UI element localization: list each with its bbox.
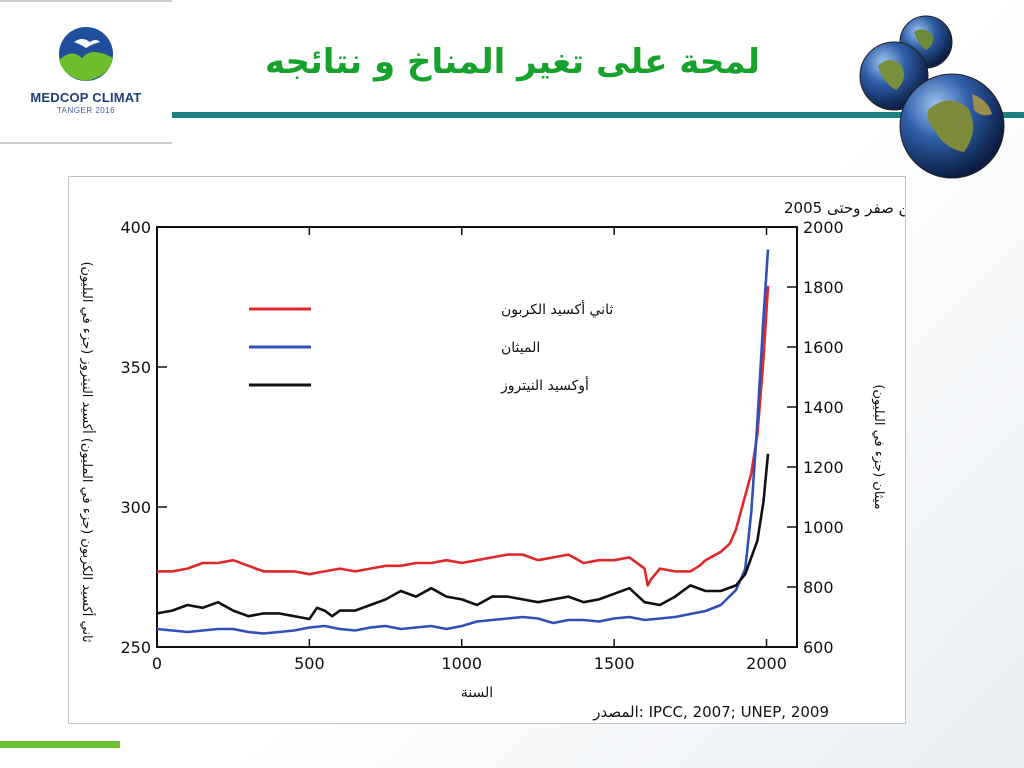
y-axis-left-label: ثاني أكسيد الكربون (جزء في المليون) أكسي… bbox=[79, 261, 96, 642]
y-left-tick-label: 300 bbox=[120, 498, 151, 517]
y-right-tick-label: 1400 bbox=[803, 398, 844, 417]
y-axis-right-label: ميثان (جزء في البليون) bbox=[871, 384, 886, 509]
y-right-tick-label: 1800 bbox=[803, 278, 844, 297]
legend-label: الميثان bbox=[501, 340, 540, 356]
logo-name: MEDCOP CLIMAT bbox=[30, 90, 142, 105]
axis-ticks: 0 500 1000 1500 2000 250 300 350 400 600 800 1000 12… bbox=[120, 218, 843, 673]
y-left-tick-label: 250 bbox=[120, 638, 151, 657]
logo-subtitle: TANGER 2016 bbox=[56, 106, 116, 115]
title-rule bbox=[172, 112, 1024, 118]
y-right-tick-label: 1200 bbox=[803, 458, 844, 477]
series-line-2 bbox=[156, 453, 770, 621]
x-tick-label: 1500 bbox=[594, 654, 635, 673]
x-tick-label: 0 bbox=[152, 654, 162, 673]
y-right-tick-label: 1600 bbox=[803, 338, 844, 357]
x-axis-label: السنة bbox=[461, 685, 493, 701]
y-right-tick-label: 800 bbox=[803, 578, 834, 597]
medcop-logo-icon bbox=[59, 27, 113, 81]
y-right-tick-label: 2000 bbox=[803, 218, 844, 237]
legend: ثاني أكسيد الكربون الميثان أوكسيد النيتروز bbox=[249, 300, 613, 394]
source-note: المصدر: IPCC, 2007; UNEP, 2009 bbox=[592, 703, 829, 721]
x-tick-label: 1000 bbox=[441, 654, 482, 673]
globes-decoration bbox=[859, 15, 1005, 179]
series-lines bbox=[156, 249, 770, 635]
logo: MEDCOP CLIMAT TANGER 2016 bbox=[0, 0, 172, 144]
chart-frame: 0 500 1000 1500 2000 250 300 350 400 600 800 1000 12… bbox=[68, 176, 906, 724]
legend-label: ثاني أكسيد الكربون bbox=[501, 300, 613, 318]
series-line-0 bbox=[157, 285, 770, 587]
slide-title: لمحة على تغير المناخ و نتائجه bbox=[264, 42, 760, 82]
ghg-concentration-chart: 0 500 1000 1500 2000 250 300 350 400 600 800 1000 12… bbox=[79, 199, 905, 721]
y-right-tick-label: 600 bbox=[803, 638, 834, 657]
legend-label: أوكسيد النيتروز bbox=[500, 376, 589, 394]
y-left-tick-label: 350 bbox=[120, 358, 151, 377]
chart-title: تركيزات غازات الدفيئة من صفر وحتى 2005 bbox=[784, 199, 905, 217]
green-footer-bar bbox=[0, 741, 120, 748]
plot-area bbox=[156, 226, 798, 648]
y-right-tick-label: 1000 bbox=[803, 518, 844, 537]
x-tick-label: 500 bbox=[294, 654, 325, 673]
x-tick-label: 2000 bbox=[746, 654, 787, 673]
series-line-1 bbox=[156, 249, 770, 635]
y-left-tick-label: 400 bbox=[120, 218, 151, 237]
